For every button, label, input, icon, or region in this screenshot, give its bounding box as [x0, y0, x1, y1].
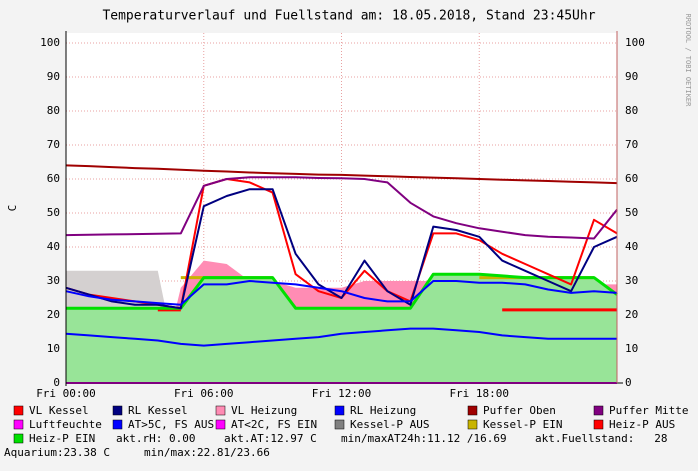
- info-text: min/max:22.81/23.66: [144, 446, 270, 459]
- y-tick-label: 10: [47, 342, 60, 355]
- legend-label: Heiz-P EIN: [29, 432, 95, 445]
- line: [66, 272, 618, 310]
- y-tick-label-right: 50: [625, 206, 638, 219]
- legend-swatch: [467, 419, 478, 430]
- legend-label: VL Kessel: [29, 404, 89, 417]
- x-tick-label: Fri 12:00: [312, 387, 372, 400]
- legend-swatch: [215, 419, 226, 430]
- line: [65, 327, 617, 347]
- chart-title: Temperaturverlauf und Fuellstand am: 18.…: [102, 9, 595, 24]
- x-tick-label: Fri 00:00: [36, 387, 96, 400]
- y-tick-label: 20: [47, 308, 60, 321]
- legend-label: AT<2C, FS EIN: [231, 418, 317, 431]
- watermark: RRDTOOL / TOBI OETIKER: [684, 14, 692, 108]
- y-tick-label-right: 60: [625, 172, 638, 185]
- legend-swatch: [593, 405, 604, 416]
- legend-swatch: [13, 433, 24, 444]
- legend-swatch: [334, 405, 345, 416]
- legend-swatch: [215, 405, 226, 416]
- y-axis-label: C: [6, 205, 19, 212]
- legend-label: VL Heizung: [231, 404, 297, 417]
- legend-swatch: [467, 405, 478, 416]
- legend-label: Kessel-P AUS: [350, 418, 429, 431]
- legend-label: Kessel-P EIN: [483, 418, 562, 431]
- y-tick-label: 100: [40, 36, 60, 49]
- legend-label: Puffer Oben: [483, 404, 556, 417]
- x-tick-label: Fri 18:00: [449, 387, 509, 400]
- plot-layers: [65, 33, 618, 384]
- info-text: Aquarium:23.38 C: [4, 446, 110, 459]
- y-tick-label: 0: [53, 376, 60, 389]
- legend-swatch: [13, 405, 24, 416]
- y-tick-label: 40: [47, 240, 60, 253]
- y-tick-label-right: 20: [625, 308, 638, 321]
- y-tick-label-right: 70: [625, 138, 638, 151]
- info-text: akt.Fuellstand: 28: [535, 432, 667, 445]
- legend-label: RL Heizung: [350, 404, 416, 417]
- y-tick-label: 80: [47, 104, 60, 117]
- legend-label: Heiz-P AUS: [609, 418, 675, 431]
- y-tick-label-right: 100: [625, 36, 645, 49]
- info-text: akt.rH: 0.00: [116, 432, 195, 445]
- y-tick-label: 50: [47, 206, 60, 219]
- area: [66, 274, 617, 383]
- y-tick-label: 30: [47, 274, 60, 287]
- y-tick-label: 60: [47, 172, 60, 185]
- y-tick-label-right: 90: [625, 70, 638, 83]
- line: [65, 164, 618, 185]
- y-tick-label-right: 80: [625, 104, 638, 117]
- legend-label: AT>5C, FS AUS: [128, 418, 214, 431]
- y-tick-label-right: 10: [625, 342, 638, 355]
- legend-swatch: [112, 419, 123, 430]
- info-text: min/maxAT24h:11.12 /16.69: [341, 432, 507, 445]
- y-tick-label: 90: [47, 70, 60, 83]
- legend-swatch: [13, 419, 24, 430]
- x-tick-label: Fri 06:00: [174, 387, 234, 400]
- legend-swatch: [334, 419, 345, 430]
- y-tick-label-right: 40: [625, 240, 638, 253]
- legend-label: Puffer Mitte: [609, 404, 688, 417]
- line: [65, 280, 618, 306]
- y-tick-label: 70: [47, 138, 60, 151]
- info-text: akt.AT:12.97 C: [224, 432, 317, 445]
- legend-label: RL Kessel: [128, 404, 188, 417]
- line: [65, 188, 618, 310]
- legend-swatch: [593, 419, 604, 430]
- y-tick-label-right: 30: [625, 274, 638, 287]
- y-tick-label-right: 0: [625, 376, 632, 389]
- legend-swatch: [112, 405, 123, 416]
- line: [65, 176, 618, 240]
- legend-label: Luftfeuchte: [29, 418, 102, 431]
